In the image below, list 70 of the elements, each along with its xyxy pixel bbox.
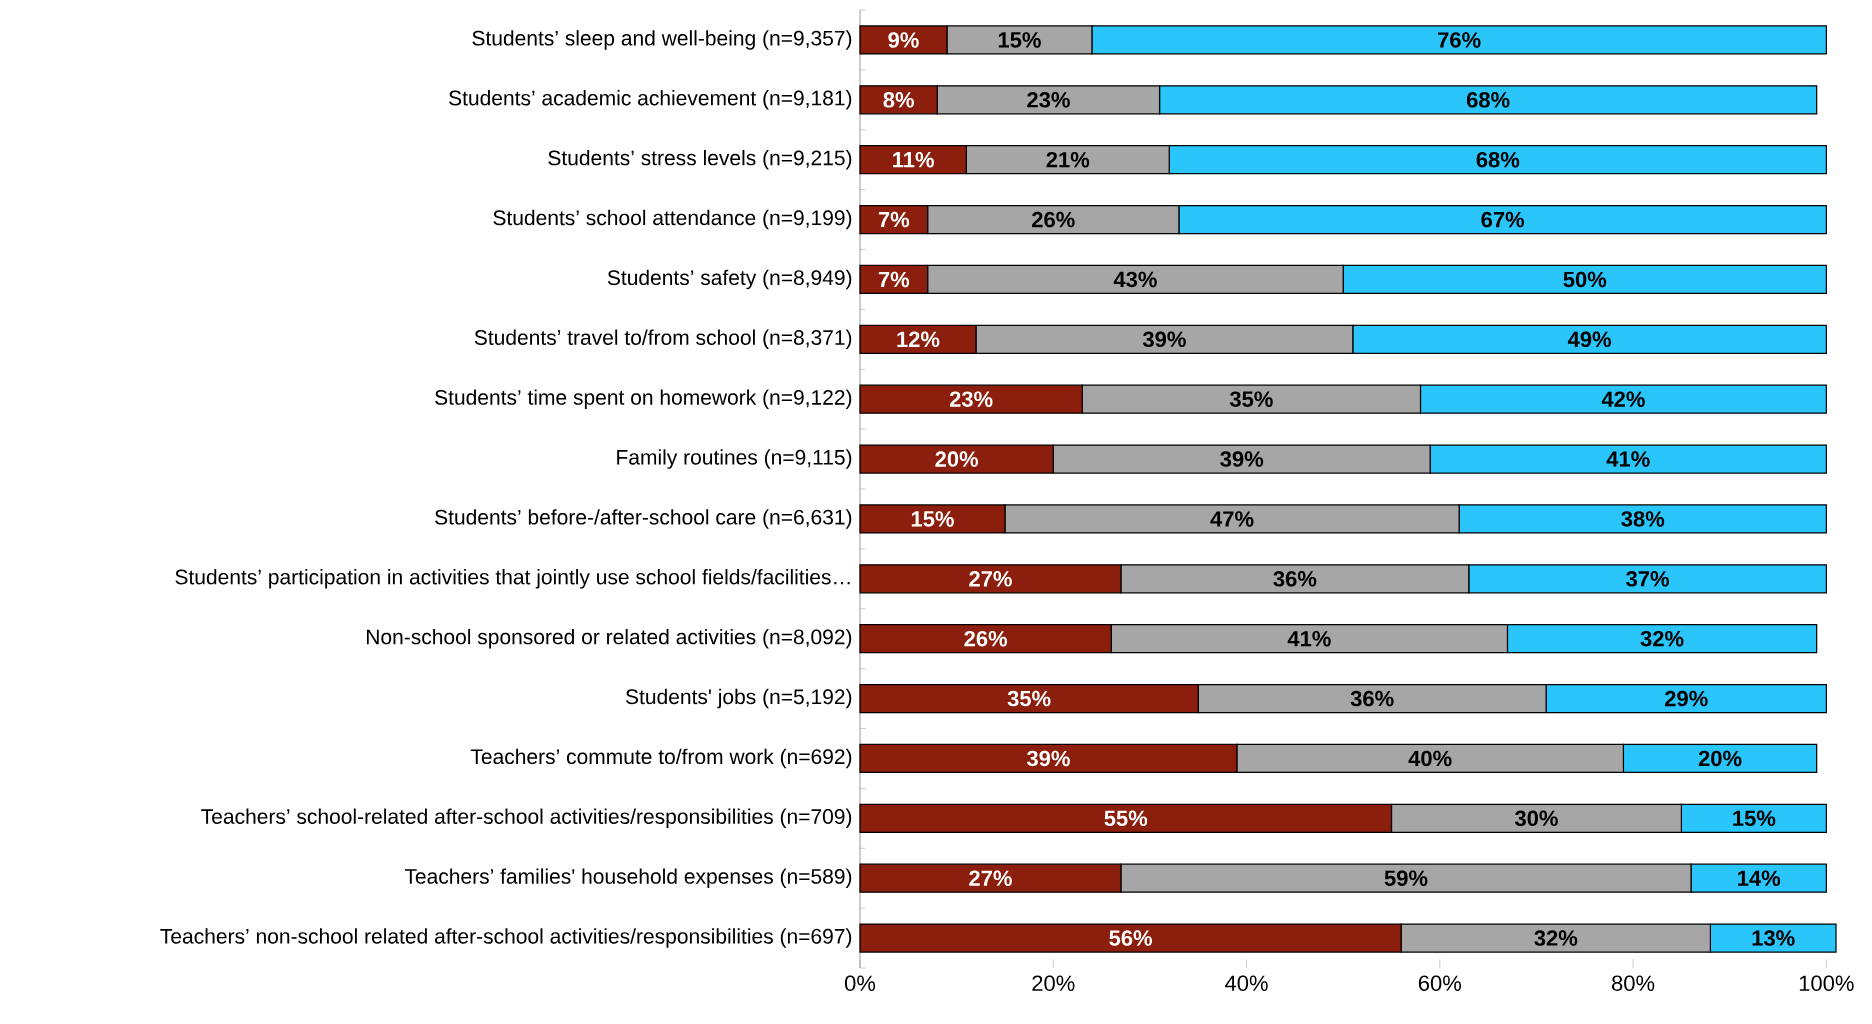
data-label: 50% [1563, 271, 1607, 288]
data-label: 36% [1273, 571, 1317, 587]
data-label: 8% [883, 92, 914, 108]
y-tick-label: Teachers’ non-school related after-school activities/responsibilities (n=697) [160, 928, 852, 948]
x-tick-label: 100% [1799, 975, 1854, 991]
data-label: 37% [1626, 571, 1670, 587]
x-tick-label: 0% [844, 975, 876, 991]
data-label: 42% [1601, 391, 1645, 407]
data-label: 56% [1109, 930, 1153, 946]
data-label: 39% [1220, 451, 1264, 467]
data-label: 27% [969, 571, 1012, 587]
y-tick-label: Students’ school attendance (n=9,199) [493, 209, 852, 230]
data-label: 20% [1698, 750, 1742, 767]
data-label: 29% [1664, 690, 1708, 707]
data-label: 59% [1384, 870, 1428, 886]
data-label: 68% [1476, 151, 1520, 168]
y-tick-label: Students’ stress levels (n=9,215) [548, 149, 852, 170]
data-label: 38% [1621, 511, 1665, 527]
data-label: 36% [1350, 690, 1394, 707]
y-tick-label: Students’ sleep and well-being (n=9,357) [472, 30, 852, 50]
data-label: 32% [1534, 930, 1578, 946]
data-label: 40% [1408, 750, 1452, 767]
data-label: 9% [888, 32, 919, 48]
data-label: 68% [1466, 92, 1510, 108]
data-label: 12% [897, 331, 940, 348]
data-label: 15% [1733, 810, 1776, 827]
data-label: 30% [1514, 810, 1558, 827]
data-label: 39% [1142, 331, 1186, 348]
y-tick-label: Teachers’ school-related after-school activities/responsibilities (n=709) [201, 808, 852, 829]
data-label: 55% [1104, 810, 1148, 827]
data-label: 39% [1026, 750, 1070, 767]
data-label: 21% [1046, 151, 1090, 168]
y-tick-label: Students’ travel to/from school (n=8,371) [474, 329, 852, 350]
data-label: 14% [1738, 870, 1781, 886]
data-label: 11% [893, 151, 934, 168]
data-label: 41% [1287, 630, 1331, 647]
y-tick-label: Students’ participation in activities that jointly use school fields/facilities… [175, 569, 850, 589]
data-label: 49% [1567, 331, 1612, 348]
y-tick-label: Students’ before-/after-school care (n=6,631) [435, 509, 852, 529]
data-label: 35% [1229, 391, 1273, 407]
x-tick-label: 80% [1612, 975, 1655, 991]
data-label: 13% [1752, 930, 1795, 946]
data-label: 43% [1113, 271, 1157, 288]
data-label: 76% [1438, 32, 1481, 48]
y-tick-label: Students’ time spent on homework (n=9,122) [435, 389, 852, 409]
y-tick-label: Students' jobs (n=5,192) [625, 688, 852, 709]
data-label: 35% [1007, 690, 1051, 707]
data-label: 67% [1481, 211, 1525, 228]
data-label: 26% [964, 630, 1008, 647]
data-label: 47% [1210, 511, 1254, 527]
data-label: 26% [1032, 211, 1075, 228]
data-label: 15% [998, 32, 1041, 48]
y-tick-label: Teachers’ families' household expenses (n=589) [404, 868, 852, 888]
x-tick-label: 60% [1418, 975, 1462, 991]
data-label: 7% [878, 211, 910, 228]
y-tick-label: Students’ safety (n=8,949) [607, 269, 852, 290]
data-label: 41% [1606, 451, 1650, 467]
x-tick-label: 40% [1225, 975, 1268, 991]
y-tick-label: Family routines (n=9,115) [617, 449, 852, 469]
data-label: 23% [1027, 92, 1070, 108]
data-label: 15% [911, 511, 954, 527]
data-label: 23% [949, 391, 993, 407]
data-label: 20% [935, 451, 979, 467]
y-tick-label: Students’ academic achievement (n=9,181) [449, 90, 852, 110]
y-tick-label: Teachers’ commute to/from work (n=692) [470, 748, 852, 769]
data-label: 27% [969, 870, 1012, 886]
data-label: 7% [878, 271, 910, 288]
x-tick-label: 20% [1032, 975, 1075, 991]
data-label: 32% [1640, 630, 1684, 647]
y-tick-label: Non-school sponsored or related activities (n=8,092) [366, 628, 852, 649]
